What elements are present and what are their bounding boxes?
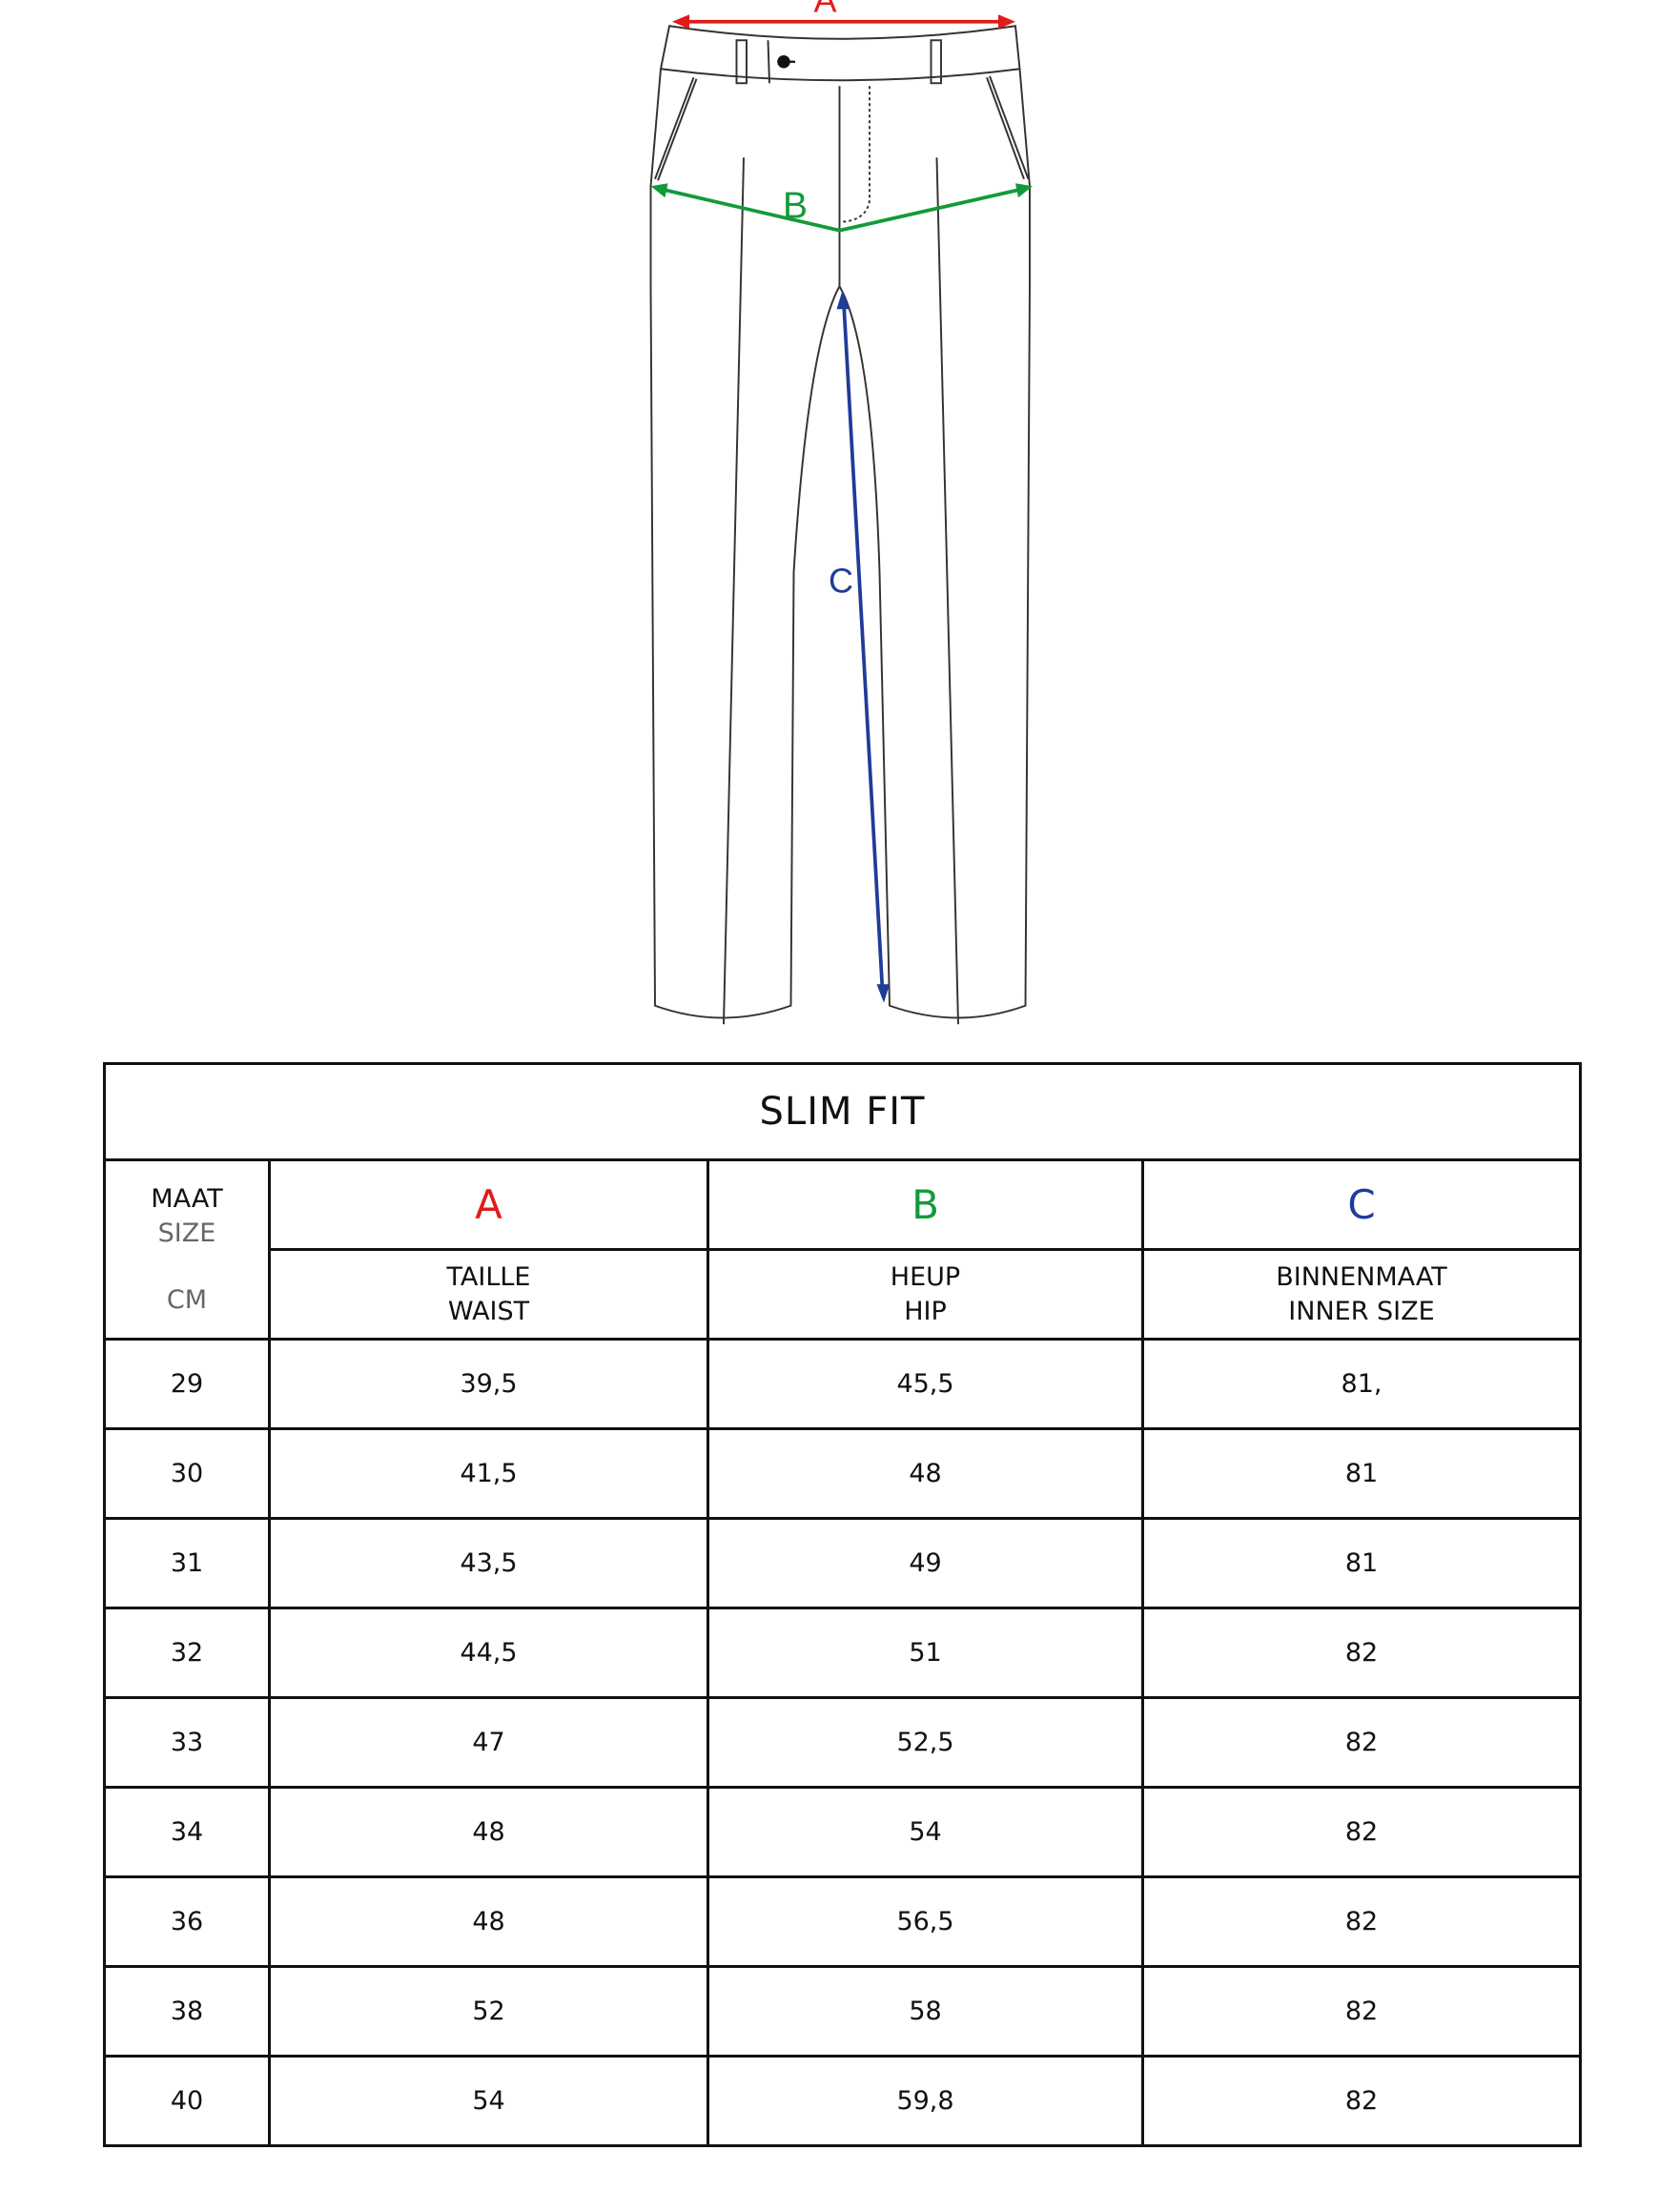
waist-cell: 48 <box>268 1786 709 1878</box>
size-cell: 38 <box>103 1965 271 2058</box>
column-header-inner-size: BINNENMAAT INNER SIZE <box>1141 1248 1582 1341</box>
waist-cell: 47 <box>268 1696 709 1789</box>
table-title: SLIM FIT <box>103 1062 1582 1161</box>
table-row: 34 48 54 82 <box>103 1786 1582 1878</box>
trousers-outline <box>649 25 1031 1025</box>
measurement-c-inseam-arrow: C <box>829 290 890 1003</box>
size-header-size: SIZE <box>157 1218 216 1248</box>
table-row: 36 48 56,5 82 <box>103 1875 1582 1968</box>
column-header-nl: TAILLE <box>446 1261 531 1292</box>
table-row: 33 47 52,5 82 <box>103 1696 1582 1789</box>
table-row: 40 54 59,8 82 <box>103 2055 1582 2147</box>
size-cell: 32 <box>103 1607 271 1699</box>
size-cell: 31 <box>103 1517 271 1609</box>
column-letter-b: B <box>707 1158 1144 1251</box>
column-header-en: WAIST <box>447 1296 530 1326</box>
inner-size-cell: 82 <box>1141 1875 1582 1968</box>
measurement-b-label: B <box>783 185 808 226</box>
inner-size-cell: 82 <box>1141 2055 1582 2147</box>
inner-size-cell: 82 <box>1141 1607 1582 1699</box>
hip-cell: 48 <box>707 1427 1144 1520</box>
column-header-waist: TAILLE WAIST <box>268 1248 709 1341</box>
inner-size-cell: 81, <box>1141 1338 1582 1430</box>
table-row: 38 52 58 82 <box>103 1965 1582 2058</box>
measurement-a-label: A <box>813 0 836 19</box>
column-header-hip: HEUP HIP <box>707 1248 1144 1341</box>
size-cell: 30 <box>103 1427 271 1520</box>
inner-size-cell: 81 <box>1141 1427 1582 1520</box>
size-header-unit: CM <box>166 1284 208 1315</box>
size-header-maat: MAAT <box>151 1183 223 1214</box>
size-cell: 34 <box>103 1786 271 1878</box>
waist-cell: 43,5 <box>268 1517 709 1609</box>
column-header-nl: HEUP <box>890 1261 961 1292</box>
measurement-b-hip-arrow: B <box>650 183 1033 233</box>
inner-size-cell: 81 <box>1141 1517 1582 1609</box>
trousers-measurement-diagram: A B C <box>649 0 1033 1025</box>
column-header-en: HIP <box>904 1296 947 1326</box>
table-row: 30 41,5 48 81 <box>103 1427 1582 1520</box>
waist-cell: 52 <box>268 1965 709 2058</box>
column-header-nl: BINNENMAAT <box>1276 1261 1447 1292</box>
size-chart-table: SLIM FIT MAAT SIZE CM A B C TAILLE WAIST … <box>103 1062 1582 2147</box>
hip-cell: 59,8 <box>707 2055 1144 2147</box>
size-cell: 36 <box>103 1875 271 1968</box>
hip-cell: 49 <box>707 1517 1144 1609</box>
size-cell: 40 <box>103 2055 271 2147</box>
inner-size-cell: 82 <box>1141 1786 1582 1878</box>
table-row: 29 39,5 45,5 81, <box>103 1338 1582 1430</box>
inner-size-cell: 82 <box>1141 1696 1582 1789</box>
waist-cell: 48 <box>268 1875 709 1968</box>
hip-cell: 51 <box>707 1607 1144 1699</box>
waist-cell: 54 <box>268 2055 709 2147</box>
hip-cell: 54 <box>707 1786 1144 1878</box>
size-cell: 33 <box>103 1696 271 1789</box>
inner-size-cell: 82 <box>1141 1965 1582 2058</box>
waist-cell: 39,5 <box>268 1338 709 1430</box>
column-header-en: INNER SIZE <box>1288 1296 1435 1326</box>
size-header: MAAT SIZE CM <box>103 1158 271 1341</box>
table-row: 31 43,5 49 81 <box>103 1517 1582 1609</box>
hip-cell: 56,5 <box>707 1875 1144 1968</box>
button-icon <box>777 55 795 69</box>
size-cell: 29 <box>103 1338 271 1430</box>
hip-cell: 58 <box>707 1965 1144 2058</box>
measurement-a-waist-arrow: A <box>672 0 1015 30</box>
waist-cell: 44,5 <box>268 1607 709 1699</box>
hip-cell: 52,5 <box>707 1696 1144 1789</box>
hip-cell: 45,5 <box>707 1338 1144 1430</box>
table-row: 32 44,5 51 82 <box>103 1607 1582 1699</box>
column-letter-a: A <box>268 1158 709 1251</box>
column-letter-c: C <box>1141 1158 1582 1251</box>
measurement-c-label: C <box>829 561 853 600</box>
waist-cell: 41,5 <box>268 1427 709 1520</box>
